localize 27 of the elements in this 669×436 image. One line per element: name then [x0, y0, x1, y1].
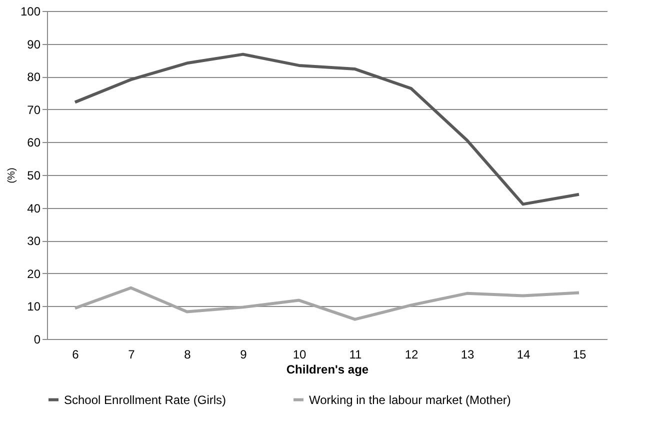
y-axis-title: (%) — [6, 168, 18, 184]
x-tick-label: 13 — [460, 348, 474, 362]
x-tick-label: 12 — [404, 348, 418, 362]
x-tick-label: 14 — [516, 348, 530, 362]
y-tick-label: 100 — [20, 4, 41, 18]
x-tick-label: 10 — [292, 348, 306, 362]
y-tick-label: 50 — [27, 168, 41, 182]
x-tick-label: 15 — [572, 348, 586, 362]
x-axis-title: Children's age — [286, 362, 369, 376]
legend-label: Working in the labour market (Mother) — [309, 392, 511, 407]
line-series — [74, 286, 580, 321]
legend-label: School Enrollment Rate (Girls) — [64, 392, 226, 407]
y-tick-label: 80 — [27, 70, 41, 84]
x-tick-label: 11 — [349, 348, 362, 362]
y-tick-label: 60 — [27, 136, 41, 150]
y-tick-label: 40 — [27, 201, 41, 216]
line-series — [74, 52, 580, 206]
x-tick-label: 8 — [184, 348, 192, 362]
x-tick-label: 7 — [128, 348, 136, 362]
x-tick-label: 6 — [72, 348, 80, 362]
y-tick-label: 20 — [27, 266, 41, 281]
y-tick-label: 10 — [27, 300, 41, 314]
x-tick-label: 9 — [240, 348, 248, 362]
y-tick-label: 70 — [27, 102, 41, 117]
y-tick-label: 0 — [34, 332, 41, 346]
y-tick-label: 30 — [27, 234, 41, 248]
y-tick-label: 90 — [27, 37, 41, 52]
